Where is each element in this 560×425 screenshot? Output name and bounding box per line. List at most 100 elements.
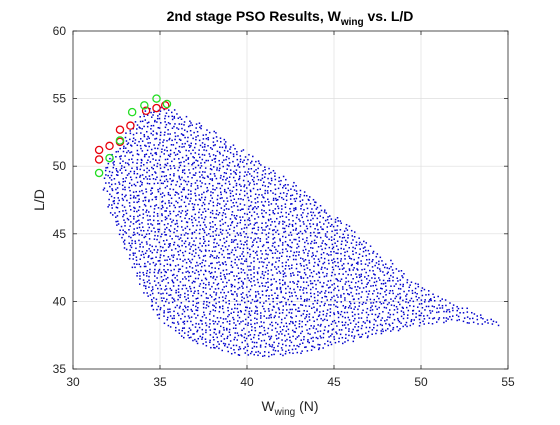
cloud-dot <box>237 198 240 200</box>
cloud-dot <box>200 265 203 268</box>
cloud-dot <box>366 278 368 280</box>
cloud-dot <box>164 186 167 189</box>
cloud-dot <box>261 290 264 293</box>
cloud-dot <box>201 174 203 176</box>
cloud-dot <box>153 215 155 217</box>
cloud-dot <box>274 172 276 175</box>
highlight-circle <box>115 136 125 145</box>
chart-title: 2nd stage PSO Results, Wwing vs. L/D <box>167 8 414 28</box>
cloud-dot <box>125 194 127 197</box>
cloud-dot <box>317 330 319 333</box>
cloud-dot <box>124 221 126 224</box>
cloud-dot <box>217 256 220 259</box>
cloud-dot <box>463 317 466 319</box>
cloud-dot <box>417 285 420 288</box>
cloud-dot <box>240 293 243 296</box>
cloud-dot <box>203 177 206 179</box>
x-tick-label: 35 <box>153 375 167 389</box>
cloud-dot <box>130 144 132 146</box>
cloud-dot <box>282 198 285 201</box>
cloud-dot <box>423 318 426 320</box>
cloud-dot <box>190 320 192 323</box>
cloud-dot <box>238 183 241 186</box>
cloud-dot <box>169 188 171 190</box>
cloud-dot <box>290 292 293 294</box>
cloud-dot <box>312 327 315 329</box>
cloud-dot <box>148 279 150 282</box>
cloud-dot <box>244 278 246 280</box>
cloud-dot <box>334 229 336 232</box>
cloud-dot <box>345 223 348 226</box>
cloud-dot <box>127 162 129 165</box>
cloud-dot <box>247 345 249 348</box>
cloud-dot <box>291 295 293 297</box>
cloud-dot <box>186 183 188 186</box>
cloud-dot <box>424 299 426 301</box>
cloud-dot <box>268 317 270 319</box>
cloud-dot <box>333 319 336 322</box>
cloud-dot <box>201 338 203 340</box>
cloud-dot <box>209 310 212 313</box>
cloud-dot <box>123 239 126 242</box>
cloud-dot <box>267 236 270 238</box>
cloud-dot <box>256 221 258 224</box>
cloud-dot <box>262 215 264 218</box>
cloud-dot <box>410 319 413 321</box>
cloud-dot <box>368 320 371 322</box>
cloud-dot <box>240 243 243 245</box>
cloud-dot <box>313 231 315 234</box>
cloud-dot <box>314 235 317 237</box>
cloud-dot <box>156 212 159 215</box>
cloud-dot <box>156 121 158 123</box>
cloud-dot <box>331 230 333 233</box>
cloud-dot <box>398 270 400 272</box>
cloud-dot <box>136 275 138 277</box>
cloud-dot <box>144 235 147 238</box>
cloud-dot <box>307 242 309 245</box>
cloud-dot <box>233 239 236 241</box>
cloud-dot <box>213 130 215 133</box>
cloud-dot <box>368 258 371 261</box>
cloud-dot <box>423 323 425 325</box>
cloud-dot <box>123 206 126 208</box>
cloud-dot <box>173 125 175 128</box>
cloud-dot <box>243 185 245 188</box>
cloud-dot <box>199 249 201 251</box>
cloud-dot <box>336 232 338 235</box>
cloud-dot <box>159 155 162 158</box>
cloud-dot <box>230 312 232 315</box>
cloud-dot <box>111 214 114 216</box>
cloud-dot <box>315 283 317 286</box>
cloud-dot <box>304 229 306 232</box>
cloud-dot <box>196 342 199 345</box>
cloud-dot <box>176 180 179 183</box>
cloud-dot <box>491 323 494 325</box>
cloud-dot <box>276 338 278 340</box>
cloud-dot <box>310 282 312 285</box>
cloud-dot <box>189 146 191 148</box>
cloud-dot <box>261 222 263 225</box>
cloud-dot <box>233 322 235 324</box>
cloud-dot <box>173 310 175 313</box>
cloud-dot <box>240 280 243 283</box>
cloud-dot <box>324 242 327 245</box>
cloud-dot <box>418 303 421 305</box>
cloud-dot <box>231 190 234 192</box>
cloud-dot <box>388 323 390 326</box>
cloud-dot <box>163 243 166 245</box>
cloud-dot <box>168 199 170 202</box>
cloud-dot <box>208 233 210 235</box>
cloud-dot <box>253 341 256 344</box>
cloud-dot <box>350 274 352 276</box>
cloud-dot <box>327 330 330 332</box>
cloud-dot <box>380 319 382 322</box>
cloud-dot <box>266 257 268 260</box>
cloud-dot <box>161 200 164 202</box>
cloud-dot <box>218 330 221 332</box>
cloud-dot <box>201 142 204 144</box>
cloud-dot <box>153 144 155 146</box>
cloud-dot <box>198 285 201 287</box>
cloud-dot <box>236 225 238 227</box>
cloud-dot <box>303 191 306 193</box>
cloud-dot <box>242 281 244 284</box>
